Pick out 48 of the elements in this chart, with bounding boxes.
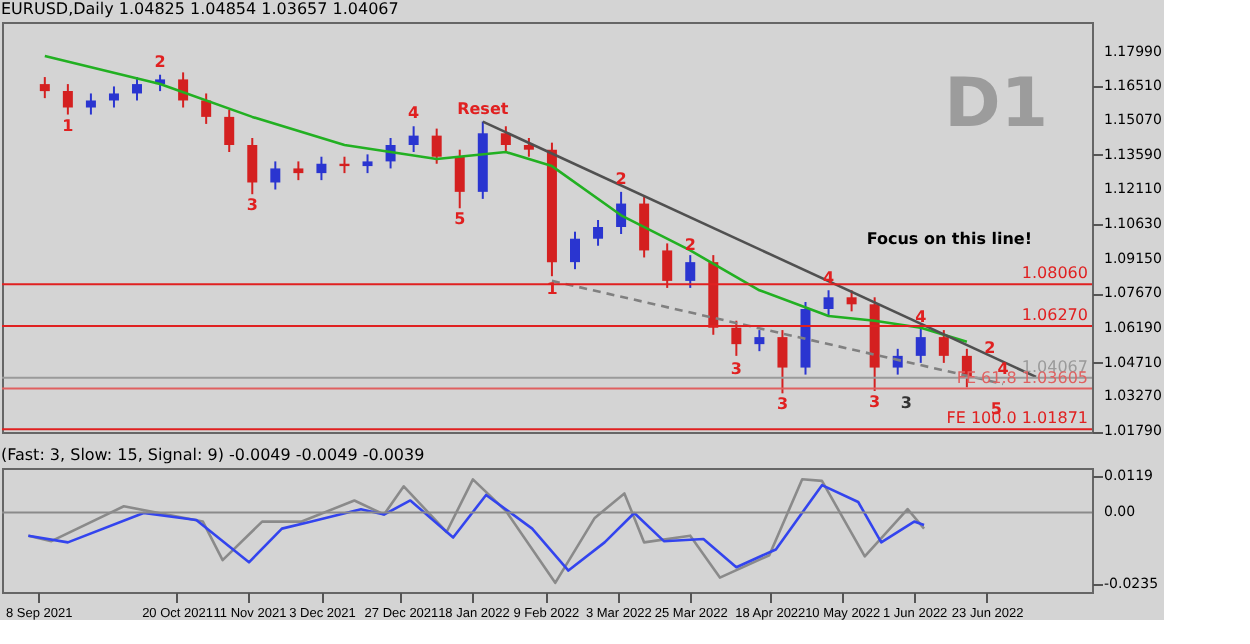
annotation: 2 [984, 338, 996, 357]
annotation: D1 [944, 64, 1048, 144]
candlestick [454, 148, 465, 210]
candlestick [408, 125, 419, 154]
chart-title: (Fast: 3, Slow: 15, Signal: 9) -0.0049 -0.0049 -0.0039 [1, 445, 425, 464]
candlestick [639, 195, 650, 259]
candlestick [201, 92, 212, 125]
candlestick [915, 326, 926, 364]
annotation: 2 [615, 170, 627, 189]
annotation: 3 [900, 394, 912, 412]
ref-line-label: FE 100.0 1.01871 [946, 409, 1088, 428]
candlestick [62, 83, 73, 116]
candlestick [523, 136, 534, 158]
candlestick [108, 85, 119, 109]
annotation: 4 [915, 308, 928, 327]
candlestick [224, 108, 235, 154]
candlestick [270, 160, 281, 191]
annotation: 2 [684, 235, 696, 254]
candlestick [132, 76, 143, 102]
candlestick [316, 155, 327, 182]
annotation: 3 [246, 196, 258, 215]
ref-line-label: 1.08060 [1021, 264, 1088, 283]
annotation: 3 [869, 393, 881, 411]
annotation: 3 [776, 395, 789, 414]
candlestick [247, 136, 258, 196]
candlestick [685, 254, 696, 289]
ref-line-label: 1.06270 [1021, 306, 1088, 325]
annotation: Reset [457, 99, 509, 118]
candlestick [846, 289, 857, 313]
ref-line-label: 1.04067 [1021, 357, 1088, 376]
candlestick [569, 230, 580, 271]
annotation: 2 [154, 52, 166, 71]
candlestick [85, 92, 96, 116]
annotation: 5 [454, 210, 467, 229]
annotation: 3 [730, 359, 742, 378]
candlestick [823, 289, 834, 318]
candlestick [362, 153, 373, 175]
candlestick [431, 127, 442, 165]
annotation: 4 [408, 104, 421, 123]
line-series [27, 483, 926, 572]
annotation: Focus on this line! [866, 230, 1032, 248]
annotation: 1 [62, 116, 75, 135]
chart-title: EURUSD,Daily 1.04825 1.04854 1.03657 1.04067 [1, 0, 399, 18]
candlestick [754, 329, 765, 353]
candlestick [593, 218, 604, 247]
candlestick [293, 160, 304, 182]
candlestick [500, 125, 511, 154]
candlestick [39, 76, 50, 100]
